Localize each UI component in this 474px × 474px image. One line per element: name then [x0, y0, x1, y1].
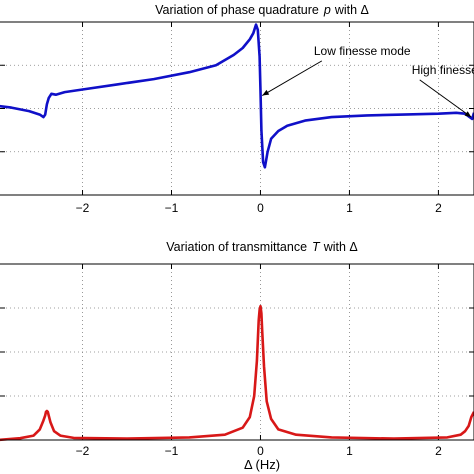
x-axis-label: Δ (Hz): [244, 457, 280, 472]
transmittance-ticks: −2 −1 0 1 2: [0, 264, 474, 458]
phase-quadrature-panel: Variation of phase quadrature p with Δ −2−…: [0, 3, 474, 215]
annotation-arrowhead: [464, 111, 472, 118]
x-tick-label: 0: [257, 201, 264, 215]
phase-chart-title: Variation of phase quadrature p with Δ: [155, 3, 369, 17]
annotation-arrow: [261, 60, 323, 96]
x-tick-label: −2: [76, 444, 90, 458]
x-tick-label: −1: [165, 201, 179, 215]
transmittance-grid: [0, 264, 474, 440]
phase-ticks: −2 −1 0 1 2: [0, 22, 474, 215]
x-tick-label: 1: [346, 444, 353, 458]
annotation-label: Low finesse mode: [314, 44, 411, 58]
x-tick-label: 2: [435, 444, 442, 458]
phase-axes-frame: [0, 21, 474, 196]
transmittance-line: [0, 304, 474, 442]
annotation-label: High finesse mode: [412, 63, 474, 77]
transmittance-axes-frame: [0, 263, 474, 441]
x-tick-label: 1: [346, 201, 353, 215]
phase-grid: [0, 22, 474, 195]
annotation-arrow: [419, 79, 472, 118]
phase-quadrature-line: [0, 23, 474, 169]
x-tick-label: −1: [165, 444, 179, 458]
x-tick-label: 0: [257, 444, 264, 458]
x-tick-label: 2: [435, 201, 442, 215]
x-tick-label: −2: [76, 201, 90, 215]
annotation-arrowhead: [262, 89, 270, 96]
